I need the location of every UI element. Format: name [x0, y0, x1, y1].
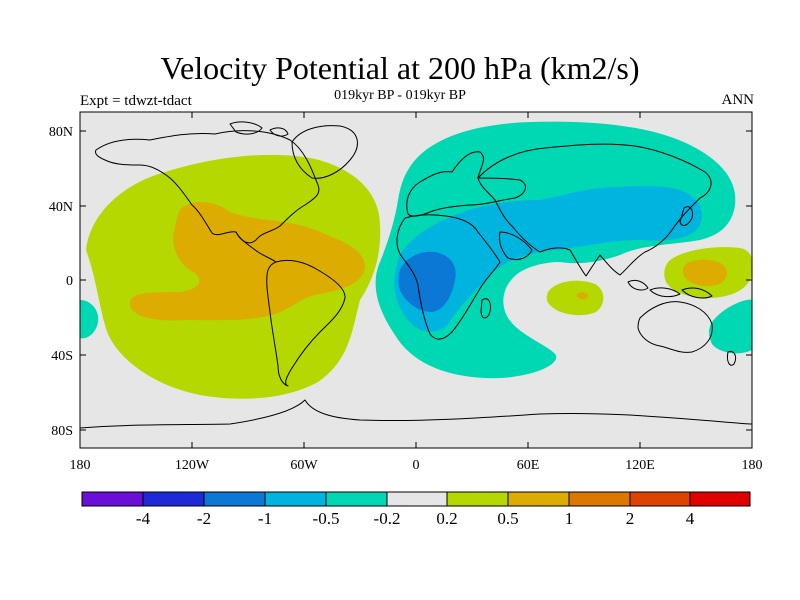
colorbar-labels: -4 -2 -1 -0.5 -0.2 0.2 0.5 1 2 4: [136, 509, 695, 528]
lat-label-40s: 40S: [51, 349, 73, 364]
lat-label-80n: 80N: [49, 125, 73, 140]
colorbar-label-10: 4: [686, 509, 695, 528]
colorbar-box-10: [629, 491, 691, 507]
colorbar: [81, 491, 751, 507]
lon-label-120w: 120W: [175, 458, 210, 473]
lon-label-180e: 180: [742, 458, 763, 473]
contour-indian-ocean-positive: [546, 280, 604, 316]
map-subtitle: 019kyr BP - 019kyr BP: [334, 88, 466, 103]
colorbar-box-11: [689, 491, 751, 507]
map-panel: [80, 112, 752, 448]
longitude-ticks: [79, 112, 753, 448]
season-label: ANN: [721, 92, 755, 108]
colorbar-box-3: [203, 491, 266, 507]
colorbar-label-4: -0.5: [313, 509, 340, 528]
contour-east-negative-inner: [394, 186, 702, 332]
colorbar-label-2: -2: [197, 509, 211, 528]
colorbar-box-8: [507, 491, 570, 507]
colorbar-label-3: -1: [258, 509, 272, 528]
colorbar-label-7: 0.5: [497, 509, 518, 528]
colorbar-label-5: -0.2: [374, 509, 401, 528]
colorbar-box-9: [568, 491, 631, 507]
contour-west-positive-inner: [129, 201, 365, 321]
lat-label-0: 0: [66, 274, 73, 289]
lon-label-120e: 120E: [625, 458, 655, 473]
lon-label-180w: 180: [70, 458, 91, 473]
colorbar-label-6: 0.2: [436, 509, 457, 528]
lon-label-0: 0: [413, 458, 420, 473]
contour-southwest-pacific-negative: [709, 299, 752, 354]
colorbar-box-7: [446, 491, 509, 507]
colorbar-label-9: 2: [626, 509, 635, 528]
latitude-ticks: [80, 130, 752, 431]
contour-indian-ocean-positive-core: [576, 292, 589, 300]
contour-dateline-negative: [80, 300, 99, 339]
experiment-label: Expt = tdwzt-tdact: [80, 93, 192, 109]
colorbar-box-6: [386, 491, 448, 507]
colorbar-box-5: [325, 491, 388, 507]
lat-label-80s: 80S: [51, 424, 73, 439]
colorbar-box-1: [81, 491, 144, 507]
coastlines: [80, 121, 752, 429]
lat-label-40n: 40N: [49, 200, 73, 215]
colorbar-label-8: 1: [565, 509, 574, 528]
colorbar-box-4: [264, 491, 327, 507]
map-title: Velocity Potential at 200 hPa (km2/s): [160, 50, 640, 86]
contour-west-pacific-positive-core: [682, 259, 727, 286]
contour-africa-negative-core: [398, 251, 456, 312]
lon-label-60e: 60E: [517, 458, 540, 473]
longitude-tick-labels: 180 120W 60W 0 60E 120E 180: [70, 458, 763, 473]
lon-label-60w: 60W: [290, 458, 318, 473]
colorbar-box-2: [142, 491, 205, 507]
colorbar-label-1: -4: [136, 509, 151, 528]
latitude-tick-labels: 80N 40N 0 40S 80S: [49, 125, 73, 439]
